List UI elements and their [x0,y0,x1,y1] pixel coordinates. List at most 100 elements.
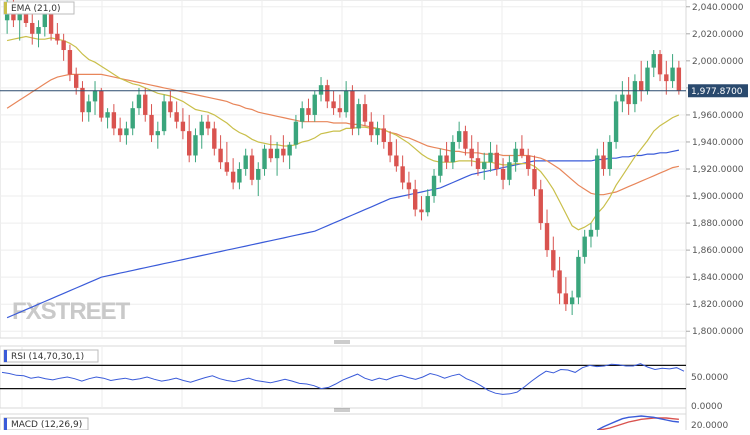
candle [36,20,41,48]
ema-legend[interactable]: EMA (21,0) [3,1,75,15]
candle-body [632,81,638,105]
candle [161,94,167,136]
candle [613,94,619,149]
price-axis[interactable]: 2,040.00002,020.00002,000.00001,980.0000… [686,3,744,337]
candle [224,141,230,176]
candle [186,114,192,163]
candle-body [450,141,456,163]
candle [356,98,361,136]
candle-body [613,101,619,142]
candle-body [143,94,148,115]
candle-body [287,144,292,156]
candle-body [676,67,682,91]
candle-body [563,293,569,305]
candle [331,90,336,115]
candle [400,155,405,190]
candle-body [155,131,161,136]
candle [601,141,606,176]
candle [362,94,368,126]
candle-body [237,169,242,183]
candle-body [86,101,91,113]
candle [256,162,261,197]
candle-body [281,148,286,156]
fxstreet-watermark: FXSTREET [12,298,131,325]
candle-body [268,148,274,159]
rsi-legend-label: RSI (14,70,30,1) [11,352,84,362]
pane-resize-handle-rsi[interactable] [334,340,350,344]
candle-body [469,148,474,159]
candle-body [111,112,117,129]
candle-body [551,250,556,271]
ema-200-path [6,149,680,319]
macd-lines [596,415,679,431]
candle [563,277,569,311]
candle-body [463,131,468,149]
candle-body [381,128,387,142]
candle-body [419,209,424,213]
candle [105,108,110,129]
candle-body [343,90,349,113]
candle [607,135,613,176]
candle-body [325,85,330,102]
candle [513,141,518,172]
candle [620,81,625,113]
candle-body [337,108,343,113]
candle-body [92,90,98,102]
candle [569,290,575,316]
candle-body [532,169,537,190]
candle-body [243,155,248,169]
candle [670,54,675,88]
macd-legend[interactable]: MACD (12,26,9) [3,417,89,431]
candle-body [375,128,380,136]
candle-body [456,131,462,142]
price-tick-label: 1,840.0000 [692,273,744,283]
price-tick-label: 1,800.0000 [692,327,744,337]
candle [519,135,525,159]
current-price-marker: 1,977.8700 [688,84,748,98]
candle [387,131,393,163]
candle-body [161,101,167,132]
price-tick-label: 2,040.0000 [692,3,744,13]
candle-body [651,54,656,68]
candle-body [149,114,154,136]
candle [218,135,223,169]
candle-body [180,121,186,132]
candle [48,9,54,41]
candle [124,121,129,145]
candle [626,77,631,115]
rsi-tick-50: 50.0000 [691,373,728,383]
price-tick-label: 2,020.0000 [692,30,744,40]
candle-body [186,131,192,156]
candle-body [406,182,412,190]
candle-body [394,155,399,167]
candle [73,67,79,95]
candle-body [601,155,606,169]
pane-resize-handle-macd[interactable] [334,408,350,412]
candle [86,94,91,122]
candle-body [387,141,393,156]
candle [350,85,355,136]
candle-body [17,13,22,21]
candle-body [199,121,204,136]
candle [576,250,581,305]
candle-body [538,189,543,224]
horizontal-gridlines [0,6,686,332]
candle [500,158,506,190]
candle [444,141,449,169]
candle-body [431,175,437,197]
candle-body [130,108,135,129]
candle [136,87,142,115]
candle [111,104,117,136]
macd-signal-path [597,417,679,431]
candle [582,229,587,264]
candle-body [117,128,123,136]
candle-body [299,108,305,122]
rsi-legend[interactable]: RSI (14,70,30,1) [3,349,99,363]
candle [438,148,443,183]
candle [143,87,148,122]
candle [61,33,66,61]
candle-body [30,22,35,34]
macd-tick-20: 20.0000 [691,421,728,430]
candle [262,144,267,176]
